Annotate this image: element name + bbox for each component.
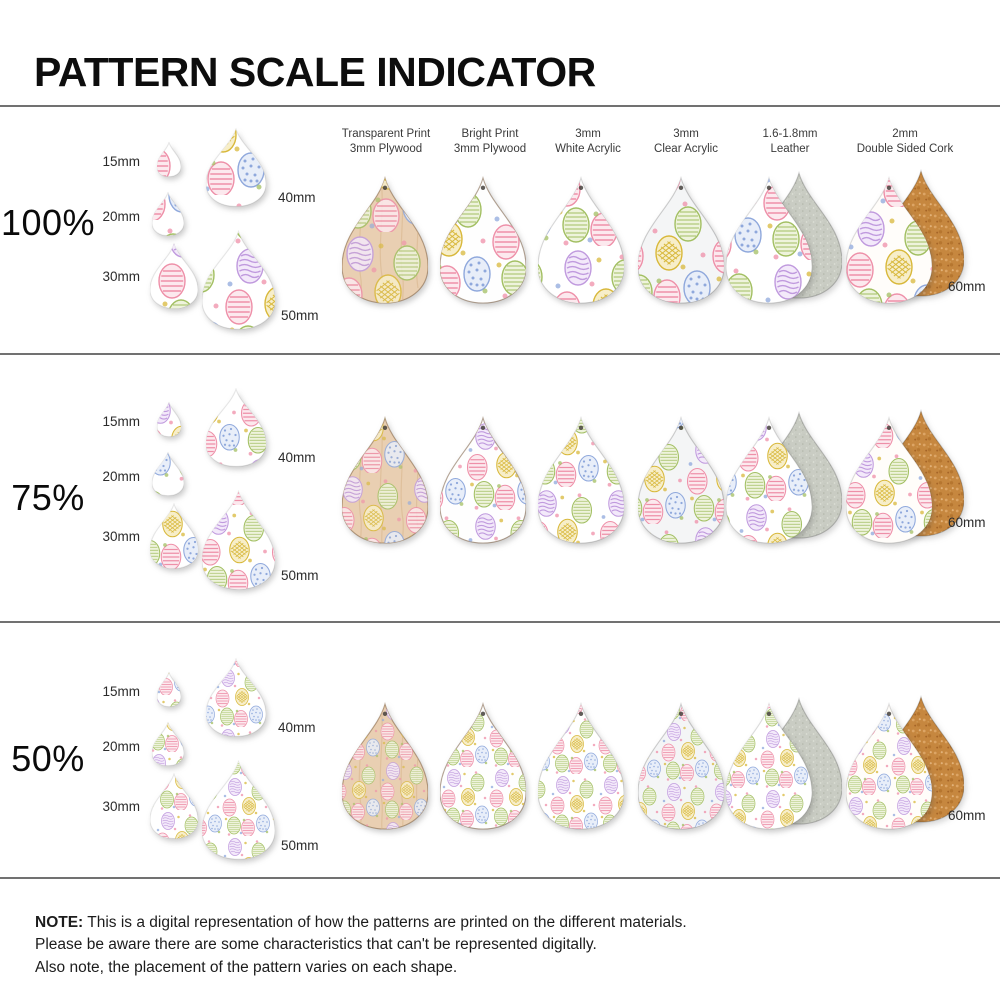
note-line-1: NOTE: This is a digital representation o…: [35, 912, 687, 934]
size-sample-teardrop-15mm: [157, 402, 181, 437]
column-header-line1: Bright Print: [461, 128, 519, 140]
material-teardrop-leather: [726, 702, 812, 830]
column-header-line2: Clear Acrylic: [654, 142, 718, 155]
size-sample-teardrop-40mm: [206, 388, 266, 467]
size-label-60mm: 60mm: [948, 808, 986, 823]
material-teardrop-plywood_b: [440, 416, 526, 544]
note-text-1: This is a digital representation of how …: [87, 914, 687, 931]
divider: [0, 353, 1000, 355]
material-teardrop-plywood_b: [440, 176, 526, 304]
size-label-20mm: 20mm: [102, 739, 140, 754]
size-label-15mm: 15mm: [102, 414, 140, 429]
column-header-line1: 2mm: [892, 128, 918, 140]
divider: [0, 877, 1000, 879]
material-teardrop-acrylic_c: [638, 416, 724, 544]
size-sample-teardrop-40mm: [206, 128, 266, 207]
size-label-50mm: 50mm: [281, 308, 319, 323]
size-label-30mm: 30mm: [102, 269, 140, 284]
material-teardrop-leather: [726, 416, 812, 544]
column-header-line2: 3mm Plywood: [349, 142, 423, 155]
note-prefix: NOTE:: [35, 914, 84, 931]
column-header-line2: Double Sided Cork: [856, 142, 954, 155]
note-line-2: Please be aware there are some character…: [35, 936, 597, 954]
size-sample-teardrop-20mm: [152, 722, 184, 766]
size-sample-teardrop-30mm: [150, 503, 198, 569]
size-label-40mm: 40mm: [278, 190, 316, 205]
size-label-40mm: 40mm: [278, 450, 316, 465]
size-sample-teardrop-40mm: [206, 658, 266, 737]
size-label-15mm: 15mm: [102, 684, 140, 699]
size-sample-teardrop-20mm: [152, 452, 184, 496]
scale-row-label-50%: 50%: [11, 738, 85, 779]
size-label-50mm: 50mm: [281, 838, 319, 853]
column-header-line2: Leather: [770, 142, 810, 155]
size-label-60mm: 60mm: [948, 279, 986, 294]
material-teardrop-plywood_t: [342, 176, 428, 304]
size-sample-teardrop-30mm: [150, 773, 198, 839]
size-label-50mm: 50mm: [281, 568, 319, 583]
size-sample-teardrop-15mm: [157, 142, 181, 177]
page-title: PATTERN SCALE INDICATOR: [34, 49, 596, 96]
material-teardrop-plywood_b: [440, 702, 526, 830]
size-label-40mm: 40mm: [278, 720, 316, 735]
column-header-line1: Transparent Print: [341, 128, 431, 140]
column-header-6: 2mm Double Sided Cork: [830, 127, 980, 157]
material-teardrop-cork: [846, 702, 932, 830]
material-teardrop-acrylic_w: [538, 702, 624, 830]
scale-row-label-100%: 100%: [0, 202, 96, 243]
size-sample-teardrop-50mm: [202, 230, 275, 330]
material-teardrop-cork: [846, 416, 932, 544]
material-teardrop-acrylic_c: [638, 702, 724, 830]
size-label-60mm: 60mm: [948, 515, 986, 530]
column-header-line2: 3mm Plywood: [453, 142, 527, 155]
size-label-20mm: 20mm: [102, 469, 140, 484]
material-teardrop-plywood_t: [342, 702, 428, 830]
size-sample-teardrop-15mm: [157, 672, 181, 707]
material-teardrop-acrylic_c: [638, 176, 724, 304]
material-teardrop-cork: [846, 176, 932, 304]
column-header-3: 3mm White Acrylic: [513, 127, 663, 157]
scale-row-label-75%: 75%: [11, 477, 85, 518]
column-header-line1: 3mm: [575, 128, 601, 140]
material-teardrop-leather: [726, 176, 812, 304]
column-header-line2: White Acrylic: [555, 142, 621, 155]
size-label-30mm: 30mm: [102, 529, 140, 544]
size-sample-teardrop-20mm: [152, 192, 184, 236]
column-header-1: Transparent Print 3mm Plywood: [311, 127, 461, 157]
material-teardrop-plywood_t: [342, 416, 428, 544]
column-header-4: 3mm Clear Acrylic: [611, 127, 761, 157]
note-line-3: Also note, the placement of the pattern …: [35, 958, 458, 976]
size-label-20mm: 20mm: [102, 209, 140, 224]
divider: [0, 621, 1000, 623]
column-header-line1: 1.6-1.8mm: [762, 128, 818, 140]
column-header-5: 1.6-1.8mm Leather: [715, 127, 865, 157]
size-sample-teardrop-50mm: [202, 760, 275, 860]
material-teardrop-acrylic_w: [538, 176, 624, 304]
size-label-30mm: 30mm: [102, 799, 140, 814]
column-header-2: Bright Print 3mm Plywood: [415, 127, 565, 157]
size-sample-teardrop-30mm: [150, 243, 198, 309]
column-header-line1: 3mm: [673, 128, 699, 140]
material-teardrop-acrylic_w: [538, 416, 624, 544]
note-block: NOTE: This is a digital representation o…: [35, 912, 687, 979]
size-label-15mm: 15mm: [102, 154, 140, 169]
size-sample-teardrop-50mm: [202, 490, 275, 590]
divider: [0, 105, 1000, 107]
